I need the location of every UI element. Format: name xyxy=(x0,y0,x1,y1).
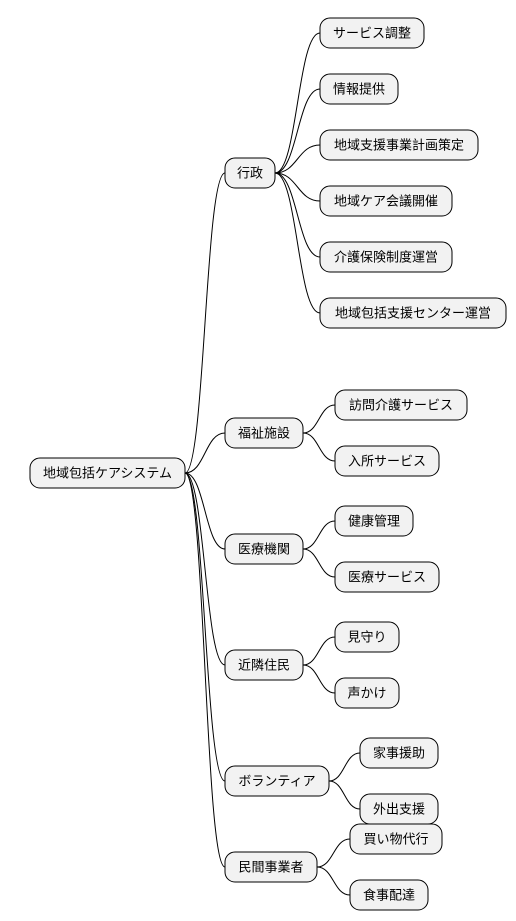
tree-diagram: 地域包括ケアシステム 行政福祉施設医療機関近隣住民ボランティア民間事業者 サービス調… xyxy=(0,0,516,921)
node-label: サービス調整 xyxy=(333,25,411,40)
tree-node: ボランティア xyxy=(225,766,329,796)
tree-node: 入所サービス xyxy=(335,446,439,476)
edge xyxy=(303,433,335,461)
node-label: 地域包括支援センター運営 xyxy=(335,305,491,320)
tree-node: 地域包括ケアシステム xyxy=(30,458,185,488)
node-label: 医療サービス xyxy=(348,569,426,584)
tree-node: 情報提供 xyxy=(320,74,398,104)
tree-node: 民間事業者 xyxy=(225,852,317,882)
node-label: 家事援助 xyxy=(373,745,425,760)
node-label: 声かけ xyxy=(347,685,386,700)
tree-node: 医療サービス xyxy=(335,562,439,592)
edge xyxy=(303,637,335,665)
tree-node: 福祉施設 xyxy=(225,418,303,448)
edge xyxy=(275,33,320,173)
node-label: 行政 xyxy=(237,165,263,180)
node-label: 地域ケア会議開催 xyxy=(334,193,438,208)
tree-node: 訪問介護サービス xyxy=(335,390,467,420)
tree-node: サービス調整 xyxy=(320,18,424,48)
edge xyxy=(275,173,320,313)
tree-node: 食事配達 xyxy=(350,880,428,910)
edge xyxy=(329,781,360,809)
edge xyxy=(317,839,350,867)
node-label: 福祉施設 xyxy=(238,425,290,440)
node-label: 訪問介護サービス xyxy=(349,397,453,412)
node-label: 食事配達 xyxy=(363,887,415,902)
tree-node: 見守り xyxy=(335,622,399,652)
tree-node: 地域包括支援センター運営 xyxy=(320,298,506,328)
edge xyxy=(303,521,335,549)
edge xyxy=(185,473,225,867)
node-label: ボランティア xyxy=(238,773,315,788)
node-label: 入所サービス xyxy=(348,453,426,468)
edge xyxy=(185,433,225,473)
node-label: 外出支援 xyxy=(373,801,425,816)
tree-node: 家事援助 xyxy=(360,738,438,768)
tree-node: 健康管理 xyxy=(335,506,413,536)
tree-node: 介護保険制度運営 xyxy=(320,242,452,272)
tree-node: 買い物代行 xyxy=(350,824,442,854)
node-label: 介護保険制度運営 xyxy=(334,249,438,264)
tree-node: 声かけ xyxy=(335,678,399,708)
node-label: 見守り xyxy=(347,629,386,644)
node-label: 情報提供 xyxy=(333,81,385,96)
edge xyxy=(317,867,350,895)
node-label: 医療機関 xyxy=(238,541,290,556)
tree-node: 行政 xyxy=(225,158,275,188)
tree-node: 外出支援 xyxy=(360,794,438,824)
tree-node: 地域ケア会議開催 xyxy=(320,186,452,216)
tree-node: 医療機関 xyxy=(225,534,303,564)
node-label: 買い物代行 xyxy=(363,831,428,846)
tree-node: 近隣住民 xyxy=(225,650,303,680)
edge xyxy=(303,665,335,693)
edge xyxy=(185,473,225,781)
tree-node: 地域支援事業計画策定 xyxy=(320,130,478,160)
edge xyxy=(329,753,360,781)
edge xyxy=(303,405,335,433)
node-label: 地域支援事業計画策定 xyxy=(334,137,464,152)
edge xyxy=(185,173,225,473)
node-label: 健康管理 xyxy=(348,513,400,528)
edge xyxy=(303,549,335,577)
edge xyxy=(185,473,225,665)
node-label: 近隣住民 xyxy=(238,657,290,672)
node-label: 民間事業者 xyxy=(238,859,303,874)
node-label: 地域包括ケアシステム xyxy=(43,465,172,480)
